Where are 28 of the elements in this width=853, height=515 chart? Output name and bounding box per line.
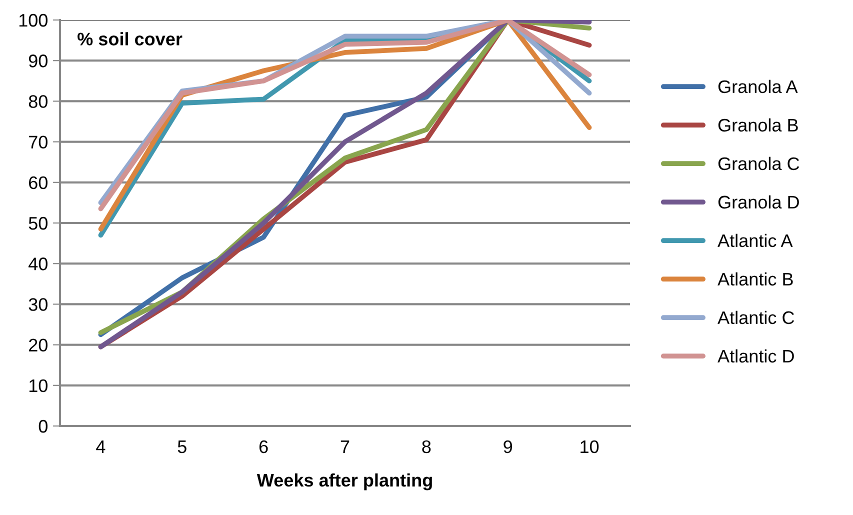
legend-label: Atlantic D: [718, 349, 794, 363]
legend-label: Atlantic B: [718, 272, 793, 286]
legend-label: Atlantic A: [718, 234, 793, 248]
x-tick-label: 10: [580, 440, 599, 454]
y-tick-label: 90: [28, 54, 48, 68]
legend-label: Atlantic C: [718, 310, 794, 324]
legend-label: Granola A: [718, 80, 798, 94]
y-tick-label: 100: [19, 14, 48, 27]
y-tick-label: 30: [28, 298, 48, 311]
legend-label: Granola D: [718, 195, 799, 209]
y-tick-label: 60: [29, 176, 48, 190]
x-tick-label: 8: [422, 440, 431, 454]
y-tick-label: 10: [29, 379, 48, 392]
y-tick-label: 0: [38, 420, 48, 433]
x-axis-title: Weeks after planting: [256, 473, 432, 490]
y-tick-label: 80: [28, 95, 48, 108]
y-tick-label: 20: [29, 338, 48, 352]
y-tick-label: 70: [29, 136, 48, 149]
legend-label: Granola C: [718, 156, 800, 170]
y-tick-label: 40: [28, 258, 48, 270]
x-tick-label: 9: [504, 440, 512, 454]
y-tick-label: 50: [28, 216, 48, 230]
x-tick-label: 4: [96, 440, 106, 453]
x-tick-label: 7: [340, 440, 350, 453]
legend-label: Granola B: [718, 118, 798, 132]
text: % soil cover: [78, 32, 182, 46]
x-tick-label: 6: [259, 440, 268, 454]
x-tick-label: 5: [178, 440, 186, 454]
